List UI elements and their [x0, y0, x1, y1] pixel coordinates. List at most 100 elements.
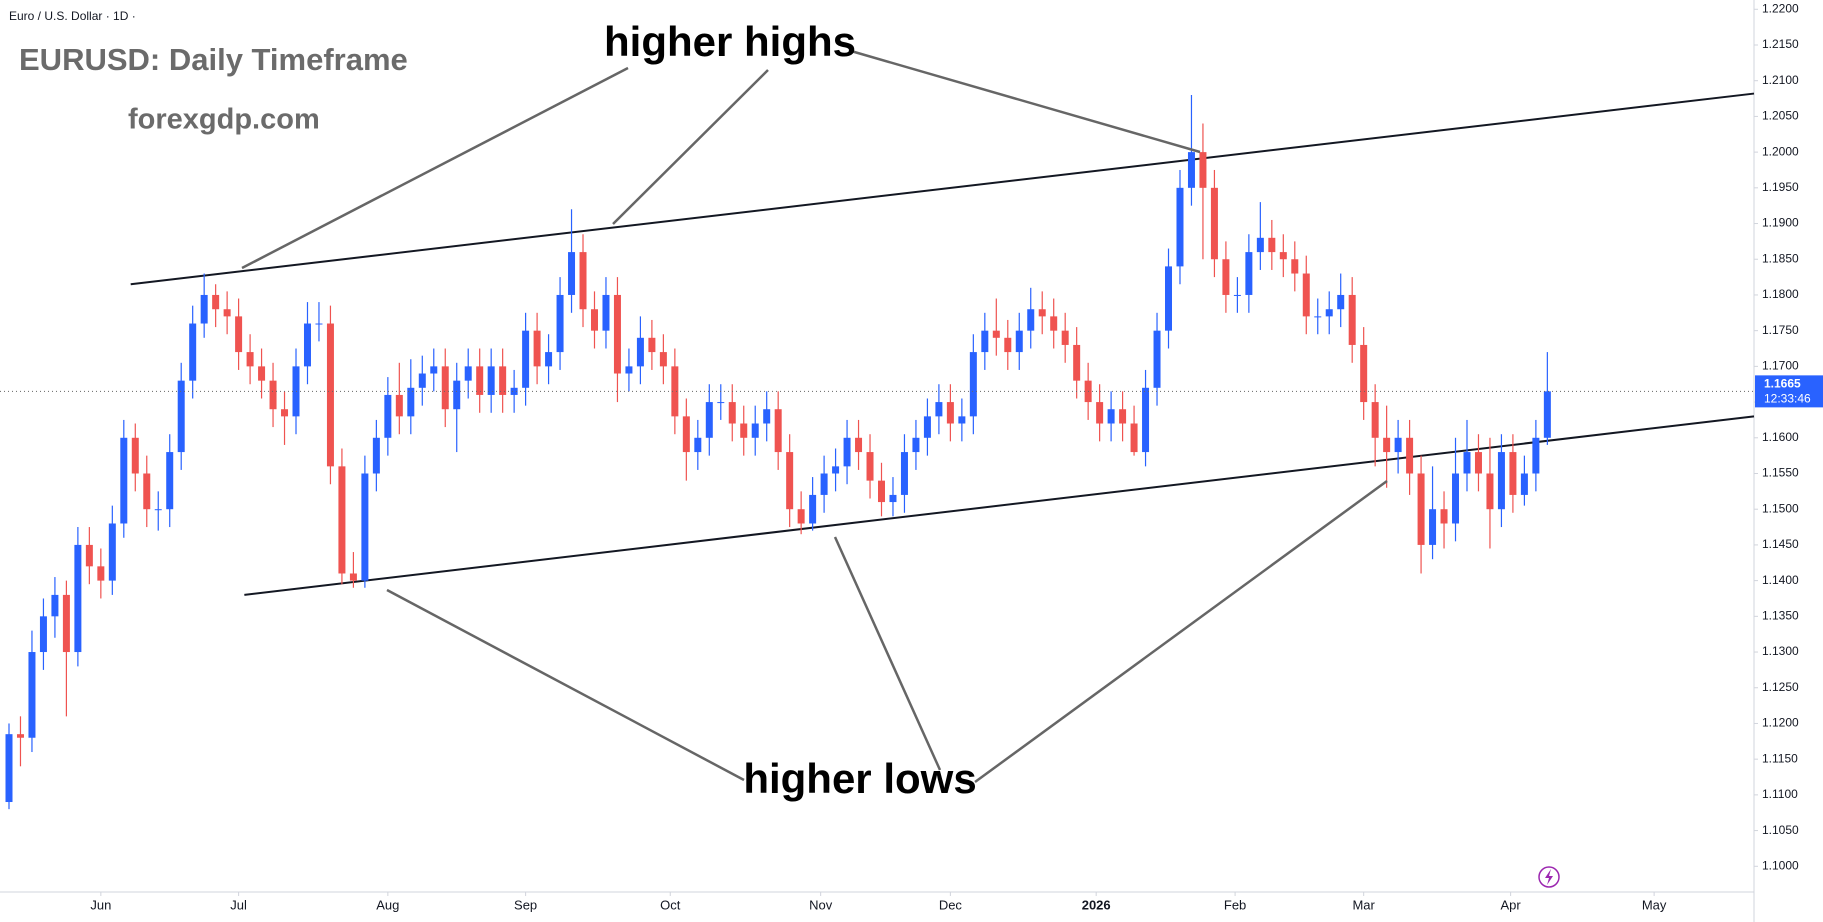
x-tick-label: Jun — [90, 897, 111, 912]
candle-body — [74, 544, 82, 653]
candle-body — [361, 473, 369, 581]
candle-body — [1509, 452, 1517, 495]
y-tick-label: 1.1300 — [1762, 644, 1799, 658]
candle-body — [832, 466, 840, 474]
annotation: higher lows — [743, 755, 976, 802]
pointer-line — [612, 69, 769, 225]
candle-body — [200, 294, 208, 324]
y-tick-label: 1.1050 — [1762, 823, 1799, 837]
candle-body — [1291, 259, 1299, 274]
candle-body — [1314, 316, 1322, 318]
x-tick-label: Feb — [1224, 897, 1246, 912]
candle-body — [464, 366, 472, 381]
y-tick-label: 1.1000 — [1762, 858, 1799, 872]
candle-body — [705, 402, 713, 438]
candle-body — [430, 366, 438, 374]
candle-body — [258, 366, 266, 381]
candle-body — [1463, 452, 1471, 474]
candle-body — [441, 366, 449, 410]
countdown-label: 12:33:46 — [1764, 392, 1811, 406]
candle-body — [16, 734, 24, 738]
y-tick-label: 1.1450 — [1762, 537, 1799, 551]
candle-body — [1452, 473, 1460, 524]
candle-body — [1245, 252, 1253, 295]
candle-body — [797, 509, 805, 524]
candle-body — [763, 409, 771, 424]
candle-body — [533, 330, 541, 367]
y-tick-label: 1.1100 — [1762, 787, 1798, 801]
pointer-line — [386, 588, 745, 782]
candle-body — [1486, 473, 1494, 510]
candle-body — [843, 437, 851, 467]
last-price-label: 1.1665 — [1764, 377, 1801, 391]
candle-body — [235, 316, 243, 353]
candle-body — [1360, 344, 1368, 403]
candle-body — [62, 594, 70, 653]
y-tick-label: 1.1500 — [1762, 501, 1799, 515]
alert-bolt — [1545, 869, 1553, 885]
candle-body — [1474, 452, 1482, 474]
y-tick-label: 1.2150 — [1762, 37, 1799, 51]
y-tick-label: 1.2200 — [1762, 1, 1799, 15]
y-tick-label: 1.1850 — [1762, 251, 1799, 265]
candle-body — [602, 294, 610, 331]
last-price-box — [1755, 375, 1823, 408]
candle-body — [97, 566, 105, 581]
y-tick-label: 1.2000 — [1762, 144, 1799, 158]
candle-body — [1440, 509, 1448, 524]
x-tick-label: Sep — [514, 897, 537, 912]
chart-title: EURUSD: Daily Timeframe — [19, 42, 408, 77]
annotation: higher highs — [604, 18, 856, 65]
candle-body — [223, 309, 231, 317]
candle-body — [579, 252, 587, 310]
candle-body — [958, 416, 966, 424]
pointer-line — [241, 66, 629, 270]
candle-body — [1394, 437, 1402, 453]
candle-body — [1532, 437, 1540, 474]
candle-body — [372, 437, 380, 474]
candle-body — [1210, 187, 1218, 260]
candle-body — [246, 352, 254, 367]
candle-body — [5, 734, 13, 803]
y-tick-label: 1.1150 — [1762, 751, 1798, 765]
x-tick-label: Mar — [1352, 897, 1375, 912]
candle-body — [820, 473, 828, 495]
candle-body — [1543, 391, 1551, 438]
alert-circle — [1538, 866, 1560, 888]
candle-body — [1256, 237, 1264, 253]
candle-body — [1371, 402, 1379, 438]
candle-body — [912, 437, 920, 453]
candle-body — [1004, 337, 1012, 353]
candle-body — [1187, 152, 1195, 188]
candle-body — [1520, 473, 1528, 495]
candle-body — [774, 409, 782, 453]
alert-icon[interactable] — [1538, 866, 1560, 888]
candle-body — [384, 394, 392, 438]
x-tick-label: Dec — [939, 897, 963, 912]
x-tick-label: Aug — [376, 897, 399, 912]
candle-body — [981, 330, 989, 353]
y-tick-label: 1.1200 — [1762, 716, 1799, 730]
candle-body — [740, 423, 748, 438]
candle-body — [1222, 259, 1230, 295]
y-tick-label: 1.1700 — [1762, 359, 1799, 373]
x-tick-label: Nov — [809, 897, 833, 912]
candle-body — [1165, 266, 1173, 331]
candle-body — [866, 452, 874, 481]
candle-body — [143, 473, 151, 510]
candle-body — [395, 394, 403, 417]
candle-body — [487, 366, 495, 395]
candle-body — [717, 402, 725, 404]
y-tick-label: 1.1900 — [1762, 216, 1799, 230]
candle-body — [1337, 294, 1345, 310]
y-tick-label: 1.1550 — [1762, 466, 1799, 480]
candle-body — [131, 437, 139, 474]
candle-body — [326, 323, 334, 467]
candle-body — [786, 452, 794, 510]
candle-body — [85, 544, 93, 567]
candle-body — [694, 437, 702, 453]
candle-body — [281, 409, 289, 417]
trendline — [130, 92, 1755, 286]
candle-body — [166, 452, 174, 510]
candle-body — [212, 294, 220, 310]
